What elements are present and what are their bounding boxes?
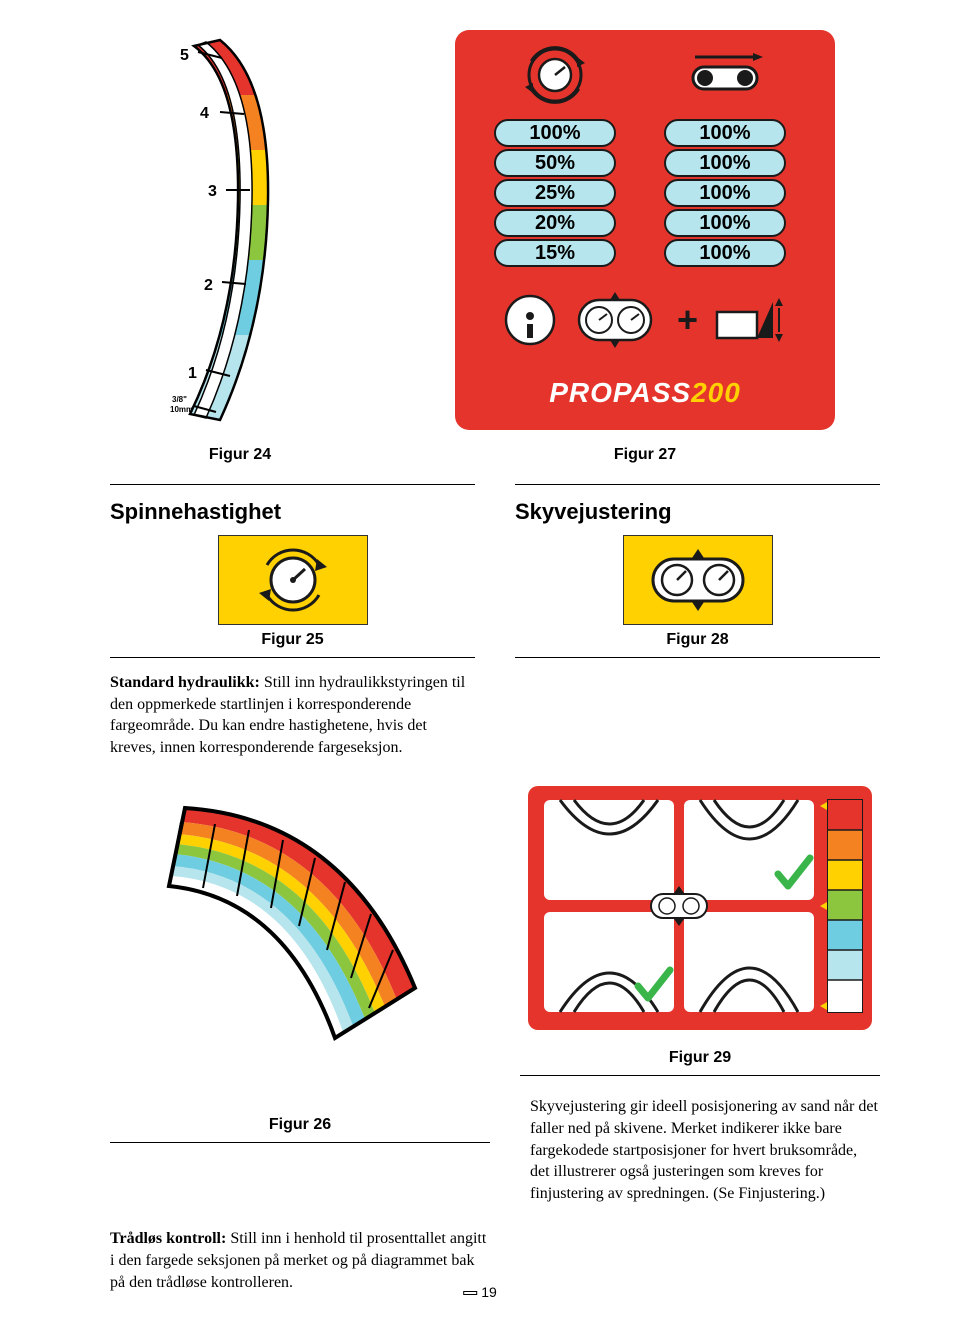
svg-text:50%: 50% [535,152,575,174]
svg-text:3: 3 [208,183,217,200]
svg-text:4: 4 [200,105,209,122]
standard-hydraulics-paragraph: Standard hydraulikk: Still inn hydraulik… [110,672,475,758]
svg-text:100%: 100% [699,212,750,234]
red-panel-figure: Figur 29 [520,778,880,1090]
left-section-heading: Spinnehastighet [110,499,475,525]
svg-text:5: 5 [180,47,189,64]
wireless-control-paragraph: Trådløs kontroll: Still inn i henhold ti… [110,1228,490,1293]
svg-text:15%: 15% [535,242,575,264]
figure-24-label: Figur 24 [209,446,271,464]
svg-text:2: 2 [204,277,213,294]
svg-text:3/8": 3/8" [172,395,187,404]
svg-text:100%: 100% [699,122,750,144]
svg-text:100%: 100% [699,182,750,204]
figure-25-label: Figur 25 [110,631,475,649]
svg-text:100%: 100% [699,152,750,174]
page-number: 19 [463,1284,497,1300]
slide-adjust-paragraph: Skyvejustering gir ideell posisjonering … [530,1096,880,1204]
svg-text:10mm: 10mm [170,405,193,414]
red-card-figure: 100% 100% 50% 100% 25% 100% 20% 100% 15% 100% [445,20,845,440]
svg-text:+: + [677,299,698,340]
figure-26-label: Figur 26 [110,1116,490,1134]
svg-text:1: 1 [188,365,197,382]
figure-28-label: Figur 28 [515,631,880,649]
spinner-speed-icon [218,535,368,625]
right-section-heading: Skyvejustering [515,499,880,525]
slide-adjust-icon [623,535,773,625]
svg-text:20%: 20% [535,212,575,234]
figure-27-label: Figur 27 [614,446,676,464]
stripe-fan-figure [110,778,480,1063]
svg-text:100%: 100% [529,122,580,144]
figure-29-label: Figur 29 [520,1049,880,1067]
svg-text:25%: 25% [535,182,575,204]
gauge-figure: 5 4 3 2 1 3/8" 10mm Figur 24 [110,20,370,464]
svg-text:PROPASS200: PROPASS200 [549,377,741,408]
svg-text:100%: 100% [699,242,750,264]
